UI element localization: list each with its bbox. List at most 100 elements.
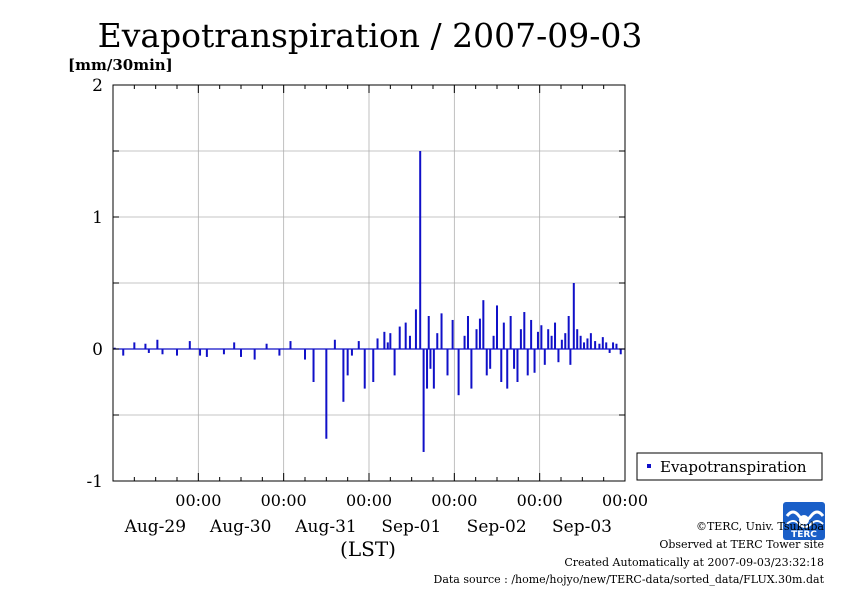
evapotranspiration-bar: [440, 313, 443, 349]
evapotranspiration-bar: [567, 316, 570, 349]
evapotranspiration-bar: [502, 322, 505, 349]
evapotranspiration-bar: [526, 349, 529, 376]
y-tick-label: 1: [92, 208, 103, 228]
evapotranspiration-bar: [342, 349, 345, 402]
evapotranspiration-bar: [376, 338, 379, 349]
evapotranspiration-bar: [530, 319, 533, 349]
evapotranspiration-bar: [372, 349, 375, 382]
y-tick-label: 2: [92, 76, 103, 96]
evapotranspiration-bar: [576, 329, 579, 349]
evapotranspiration-bar: [389, 333, 392, 349]
evapotranspiration-bar: [492, 335, 495, 349]
evapotranspiration-bar: [304, 349, 306, 360]
x-tick-time-label: 00:00: [346, 491, 392, 510]
evapotranspiration-bar: [383, 331, 386, 349]
credit-observed: Observed at TERC Tower site: [659, 538, 824, 551]
evapotranspiration-bar: [506, 349, 509, 389]
evapotranspiration-bar: [550, 335, 553, 349]
evapotranspiration-bar: [579, 335, 582, 349]
evapotranspiration-bar: [516, 349, 519, 382]
x-tick-layer: 00:00 Aug-29 00:00 Aug-30 00:00 Aug-31 00:00 Se…: [112, 85, 648, 537]
evapotranspiration-bar: [333, 339, 336, 349]
x-tick-time-label: 00:00: [261, 491, 307, 510]
x-tick-time-label: 00:00: [175, 491, 221, 510]
evapotranspiration-bar: [564, 333, 567, 349]
evapotranspiration-bar: [133, 342, 136, 349]
evapotranspiration-bar: [240, 349, 242, 357]
evapotranspiration-bar: [408, 335, 411, 349]
legend: Evapotranspiration: [636, 452, 823, 481]
evapotranspiration-bar: [265, 343, 268, 349]
evapotranspiration-bar: [509, 316, 512, 349]
evapotranspiration-bar: [161, 349, 164, 355]
evapotranspiration-bar: [463, 335, 466, 349]
grid-layer: [113, 84, 626, 482]
evapotranspiration-bar: [432, 349, 435, 389]
evapotranspiration-bar: [554, 322, 557, 349]
evapotranspiration-bar: [478, 318, 481, 349]
evapotranspiration-bar: [583, 342, 586, 349]
evapotranspiration-bar: [605, 342, 608, 349]
evapotranspiration-bar: [350, 349, 353, 356]
evapotranspiration-bar: [176, 349, 178, 356]
y-tick-label: -1: [86, 472, 103, 492]
evapotranspiration-bar: [346, 349, 349, 376]
evapotranspiration-bar: [536, 331, 539, 349]
evapotranspiration-bar: [312, 349, 315, 382]
evapotranspiration-bar: [612, 342, 615, 349]
evapotranspiration-bar: [289, 341, 292, 349]
evapotranspiration-bar: [426, 349, 429, 389]
evapotranspiration-bar: [113, 347, 116, 349]
evapotranspiration-bar: [147, 349, 150, 353]
evapotranspiration-bar: [429, 349, 432, 369]
evapotranspiration-bar: [601, 337, 604, 349]
evapotranspiration-bar: [222, 349, 225, 355]
chart-title: Evapotranspiration / 2007-09-03: [98, 16, 643, 55]
x-tick-date-label: Sep-03: [552, 517, 612, 537]
credit-created: Created Automatically at 2007-09-03/23:3…: [564, 556, 824, 569]
credit-copyright: ©TERC, Univ. Tsukuba: [695, 520, 824, 533]
y-tick-label: 0: [92, 340, 103, 360]
x-tick-time-label: 00:00: [517, 491, 563, 510]
credit-source: Data source : /home/hojyo/new/TERC-data/…: [433, 573, 825, 586]
x-tick-date-label: Sep-01: [381, 517, 441, 537]
evapotranspiration-bar: [233, 342, 236, 349]
terc-logo: TERC: [783, 502, 825, 540]
evapotranspiration-bar: [560, 339, 563, 349]
evapotranspiration-bar: [594, 341, 597, 349]
evapotranspiration-bar: [436, 333, 439, 349]
y-tick-layer: 2 1 0 -1: [86, 76, 625, 492]
evapotranspiration-bar: [533, 349, 536, 373]
evapotranspiration-bar: [608, 349, 611, 353]
evapotranspiration-bar: [457, 349, 460, 396]
y-axis-unit-label: [mm/30min]: [68, 56, 173, 74]
evapotranspiration-bar: [398, 326, 401, 349]
legend-box: [636, 452, 823, 481]
x-tick-date-label: Aug-30: [209, 517, 271, 537]
evapotranspiration-bar: [199, 349, 202, 356]
evapotranspiration-bar: [523, 312, 526, 349]
x-tick-date-label: Aug-31: [294, 517, 356, 537]
evapotranspiration-bar: [386, 342, 389, 349]
evapotranspiration-bar: [543, 349, 546, 365]
evapotranspiration-bar: [475, 329, 478, 349]
x-tick-time-label: 00:00: [431, 491, 477, 510]
evapotranspiration-bar: [513, 349, 516, 369]
evapotranspiration-bar: [451, 319, 454, 349]
terc-logo-mark: TERC: [783, 502, 825, 540]
x-axis-label: (LST): [340, 537, 396, 561]
evapotranspiration-bar: [470, 349, 473, 389]
evapotranspiration-bar: [557, 349, 560, 363]
logo-text: TERC: [791, 530, 817, 540]
evapotranspiration-bar: [325, 349, 328, 439]
legend-swatch: [647, 464, 651, 468]
evapotranspiration-bar: [253, 349, 256, 360]
evapotranspiration-bar: [466, 316, 469, 349]
evapotranspiration-bar: [205, 349, 208, 357]
evapotranspiration-bar: [414, 309, 417, 349]
evapotranspiration-bar: [598, 343, 601, 349]
evapotranspiration-bar: [547, 329, 550, 349]
evapotranspiration-bar: [427, 316, 430, 349]
